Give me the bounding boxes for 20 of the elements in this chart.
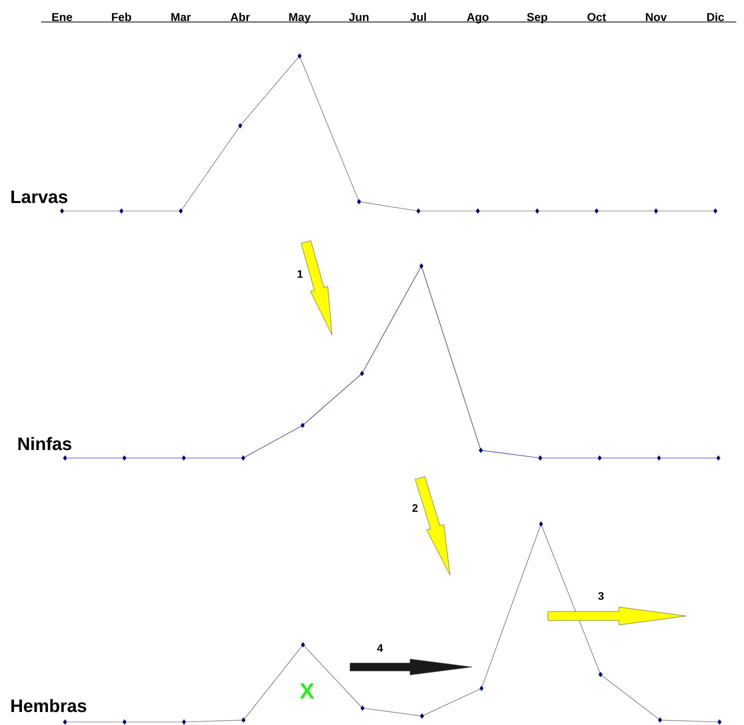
x-tick-label: Ene (52, 13, 72, 22)
annotation: X (300, 683, 314, 699)
annotation: 3 (598, 592, 604, 600)
annotation: 4 (377, 644, 383, 652)
y-axis-title: Ninfas (18, 436, 72, 450)
x-tick-label: Dic (707, 12, 724, 22)
x-tick-label: Mar (171, 13, 191, 22)
x-tick-label: Oct (588, 12, 606, 22)
x-tick-label: May (289, 13, 311, 24)
x-tick-label: Ago (466, 13, 488, 24)
x-tick-label: Feb (112, 12, 132, 22)
x-tick-label: Jul (410, 12, 426, 22)
y-axis-title: Larvas (11, 190, 68, 204)
x-tick-label: Abr (230, 12, 250, 22)
x-tick-label: Jun (348, 13, 368, 22)
annotation: 1 (298, 270, 303, 278)
x-tick-label: Nov (646, 13, 667, 22)
text: 2 (412, 504, 418, 512)
y-axis-title: Hembras (11, 699, 86, 712)
x-tick-label: Sep (527, 12, 548, 24)
